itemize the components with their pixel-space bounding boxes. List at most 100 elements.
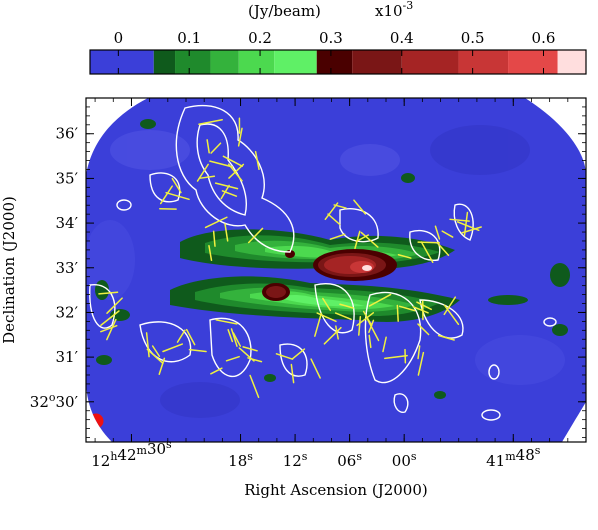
colorbar: (Jy/beam) x10-3 0 0.1 0.2 0.3 0.4 0.5 0.6 [89, 0, 587, 75]
colorbar-multiplier-base: x10 [375, 2, 403, 20]
y-tick-label: 32′ [56, 303, 79, 321]
polarization-vector [323, 326, 342, 345]
polarization-vector [214, 182, 239, 190]
polarization-vector [366, 318, 380, 342]
polarization-vector [106, 318, 117, 341]
polarization-vector [206, 139, 210, 154]
polarization-vector [100, 310, 120, 326]
polarization-vector [176, 329, 186, 343]
colorbar-band [238, 50, 275, 74]
x-tick-label: 12s [283, 450, 308, 470]
colorbar-band [175, 50, 211, 74]
colorbar-band [210, 50, 239, 74]
polarization-vector [227, 329, 234, 343]
x-tick-label: 18s [228, 450, 253, 470]
colorbar-band [458, 50, 509, 74]
polarization-vector [224, 223, 229, 242]
map-panel: 12h42m30s 18s 12s 06s 00s 41m48s 36′ 35′ 34′ 33′… [0, 97, 587, 499]
polarization-vector [204, 216, 228, 229]
polarization-vector [210, 367, 223, 375]
polarization-vector [145, 332, 150, 358]
colorbar-band [153, 50, 176, 74]
polarization-vector [437, 334, 455, 341]
polarization-vector [225, 355, 240, 362]
polarization-vector [360, 231, 379, 248]
y-tick-label: 32o30′ [30, 391, 79, 411]
polarization-vector [230, 328, 238, 347]
colorbar-tick-label: 0.6 [532, 29, 556, 47]
polarization-vector [222, 155, 243, 167]
polarization-vector [441, 230, 454, 238]
x-tick-label: 12h42m30s [91, 438, 172, 470]
polarization-vector [443, 296, 457, 316]
polarization-vector [354, 230, 361, 250]
polarization-vector [398, 305, 416, 312]
polarization-vector [209, 160, 234, 168]
polarization-vector [171, 177, 182, 194]
x-tick-label: 00s [392, 450, 417, 470]
colorbar-band [316, 50, 353, 74]
polarization-vector [461, 226, 482, 234]
polarization-vector [368, 293, 392, 307]
polarization-vector [210, 142, 222, 154]
y-tick-label: 31′ [56, 348, 79, 366]
polarization-vector [322, 297, 332, 312]
polarization-vector [220, 184, 230, 200]
polarization-contours [89, 104, 557, 421]
colorbar-multiplier: x10-3 [375, 0, 413, 20]
colorbar-tick-label: 0 [114, 29, 124, 47]
polarization-vector [334, 312, 352, 321]
polarization-vector [335, 325, 339, 340]
polarization-vector [185, 328, 196, 346]
colorbar-tick-labels: 0 0.1 0.2 0.3 0.4 0.5 0.6 [114, 29, 556, 47]
polarization-vector [368, 319, 375, 334]
polarization-vector [215, 319, 238, 325]
map-field [86, 98, 586, 442]
colorbar-band [274, 50, 317, 74]
polarization-vector [327, 213, 341, 226]
polarization-vector [208, 244, 213, 262]
y-tick-labels: 36′ 35′ 34′ 33′ 32′ 31′ 32o30′ [30, 125, 79, 411]
polarization-vector [358, 315, 362, 336]
polarization-vector [242, 346, 258, 352]
polarization-vector [188, 348, 207, 353]
polarization-vector [151, 345, 161, 357]
colorbar-tick-label: 0.2 [248, 29, 272, 47]
colorbar-band [557, 50, 586, 74]
colorbar-tick-label: 0.1 [177, 29, 201, 47]
polarization-vector [158, 357, 166, 376]
polarization-vector [198, 119, 223, 126]
polarization-vector [417, 323, 430, 336]
colorbar-band [508, 50, 558, 74]
colorbar-tick-label: 0.3 [319, 29, 343, 47]
colorbar-bands [90, 50, 586, 74]
polarization-vector [247, 227, 264, 244]
polarization-vector [382, 336, 387, 353]
colorbar-tick-label: 0.5 [461, 29, 485, 47]
polarization-vector [249, 374, 260, 398]
polarization-vector [310, 358, 321, 379]
polarization-vector [162, 343, 184, 353]
polarization-vector [100, 324, 118, 333]
polarization-vector [232, 332, 242, 347]
polarization-vector [420, 241, 434, 264]
noise-mottling [86, 125, 565, 418]
polarization-vector [146, 348, 164, 365]
polarization-vector [368, 334, 372, 349]
polarization-vector [416, 301, 432, 311]
polarization-vector [353, 199, 367, 215]
polarization-vector [417, 351, 425, 376]
polarization-vector [443, 304, 460, 326]
polarization-vector [355, 234, 370, 243]
x-tick-label: 41m48s [486, 444, 541, 470]
map-frame [85, 97, 587, 443]
polarization-vector [159, 185, 173, 205]
x-axis-label: Right Ascension (J2000) [244, 481, 427, 499]
polarization-vectors [98, 117, 482, 398]
polarization-vector [237, 127, 243, 147]
beam-marker [88, 413, 104, 429]
polarization-vector [292, 348, 306, 360]
polarization-vector [290, 363, 295, 384]
polarization-vector [165, 191, 190, 201]
